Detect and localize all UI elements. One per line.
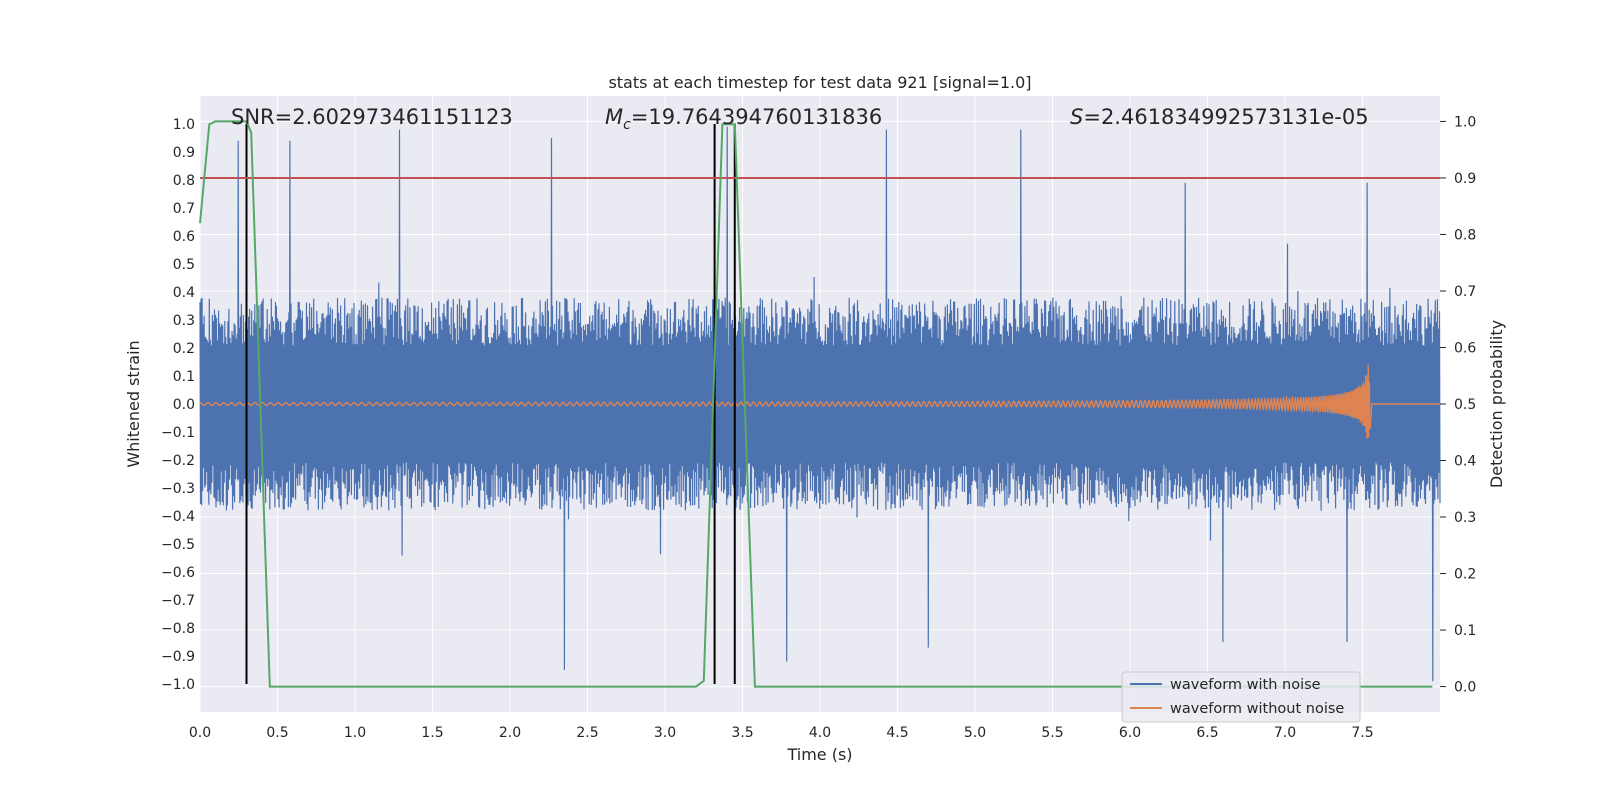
y-tick-label: −0.4 — [161, 509, 195, 525]
chirp-mass-subscript: c — [623, 117, 631, 133]
chirp-mass-value: =19.764394760131836 — [631, 105, 882, 129]
legend: waveform with noise waveform without noi… — [1121, 671, 1361, 723]
noise-waveform-line — [199, 126, 1441, 682]
detection-probability-line — [199, 120, 1433, 688]
y-tick-label: 0.7 — [173, 201, 195, 217]
y2-tick-label: 0.5 — [1454, 397, 1476, 413]
y2-axis-label: Detection probability — [1487, 320, 1506, 488]
x-tick-label: 5.0 — [964, 725, 986, 741]
x-tick-label: 3.0 — [654, 725, 676, 741]
x-tick-label: 1.0 — [344, 725, 366, 741]
x-tick-label: 2.0 — [499, 725, 521, 741]
y2-tick-label: 0.0 — [1454, 680, 1476, 696]
y-tick-label: −0.9 — [161, 649, 195, 665]
series-waveform-without-noise — [200, 364, 1440, 439]
x-tick-label: 7.5 — [1351, 725, 1373, 741]
x-tick-label: 3.5 — [731, 725, 753, 741]
y-tick-label: 0.9 — [173, 145, 195, 161]
y2-tick-label: 0.3 — [1454, 510, 1476, 526]
y-tick-label: −1.0 — [161, 677, 195, 693]
chirp-mass-annotation: Mc=19.764394760131836 — [605, 105, 882, 133]
y-tick-label: −0.8 — [161, 621, 195, 637]
ticks: 0.0 0.5 1.0 1.5 2.0 2.5 3.0 3.5 4.0 4.5 5.0 5.5 6.0 6… — [161, 114, 1476, 741]
y-tick-label: 0.8 — [173, 173, 195, 189]
y2-tick-label: 0.7 — [1454, 284, 1476, 300]
y-tick-label: 1.0 — [173, 117, 195, 133]
y-tick-label: 0.1 — [173, 369, 195, 385]
x-tick-label: 4.5 — [886, 725, 908, 741]
series-waveform-with-noise — [199, 126, 1441, 682]
x-tick-label: 6.0 — [1119, 725, 1141, 741]
y-tick-label: 0.4 — [173, 285, 195, 301]
x-tick-label: 5.5 — [1041, 725, 1063, 741]
y2-tick-label: 0.6 — [1454, 340, 1476, 356]
x-axis-label: Time (s) — [786, 745, 852, 764]
series-detection-probability — [199, 120, 1433, 688]
x-tick-label: 0.0 — [189, 725, 211, 741]
vertical-markers — [245, 124, 736, 684]
y-tick-label: 0.5 — [173, 257, 195, 273]
y-tick-label: 0.3 — [173, 313, 195, 329]
x-tick-label: 4.0 — [809, 725, 831, 741]
y2-tick-label: 1.0 — [1454, 114, 1476, 130]
y2-tick-label: 0.1 — [1454, 623, 1476, 639]
y-tick-label: 0.6 — [173, 229, 195, 245]
y-tick-label: −0.3 — [161, 481, 195, 497]
x-tick-label: 1.5 — [421, 725, 443, 741]
x-tick-label: 2.5 — [576, 725, 598, 741]
y-tick-label: 0.2 — [173, 341, 195, 357]
y2-tick-label: 0.2 — [1454, 567, 1476, 583]
legend-label-noise: waveform with noise — [1170, 677, 1321, 693]
y2-tick-label: 0.9 — [1454, 171, 1476, 187]
y-tick-label: 0.0 — [173, 397, 195, 413]
chirp-mass-symbol: M — [605, 105, 623, 129]
y2-tick-label: 0.8 — [1454, 227, 1476, 243]
snr-annotation: SNR=2.602973461151123 — [231, 105, 513, 129]
y-tick-label: −0.5 — [161, 537, 195, 553]
y-axis-label: Whitened strain — [124, 340, 143, 467]
chart-title: stats at each timestep for test data 921… — [608, 73, 1031, 92]
y-tick-label: −0.1 — [161, 425, 195, 441]
s-symbol: S — [1070, 105, 1083, 129]
legend-box — [1121, 671, 1361, 723]
x-tick-label: 6.5 — [1196, 725, 1218, 741]
y-tick-label: −0.6 — [161, 565, 195, 581]
x-tick-label: 7.0 — [1274, 725, 1296, 741]
chirp-waveform-line — [200, 364, 1440, 439]
x-tick-label: 0.5 — [266, 725, 288, 741]
y-tick-label: −0.7 — [161, 593, 195, 609]
legend-label-no-noise: waveform without noise — [1170, 701, 1344, 717]
s-annotation: S=2.461834992573131e-05 — [1070, 105, 1369, 129]
y2-tick-label: 0.4 — [1454, 454, 1476, 470]
s-value: =2.461834992573131e-05 — [1083, 105, 1368, 129]
y-tick-label: −0.2 — [161, 453, 195, 469]
